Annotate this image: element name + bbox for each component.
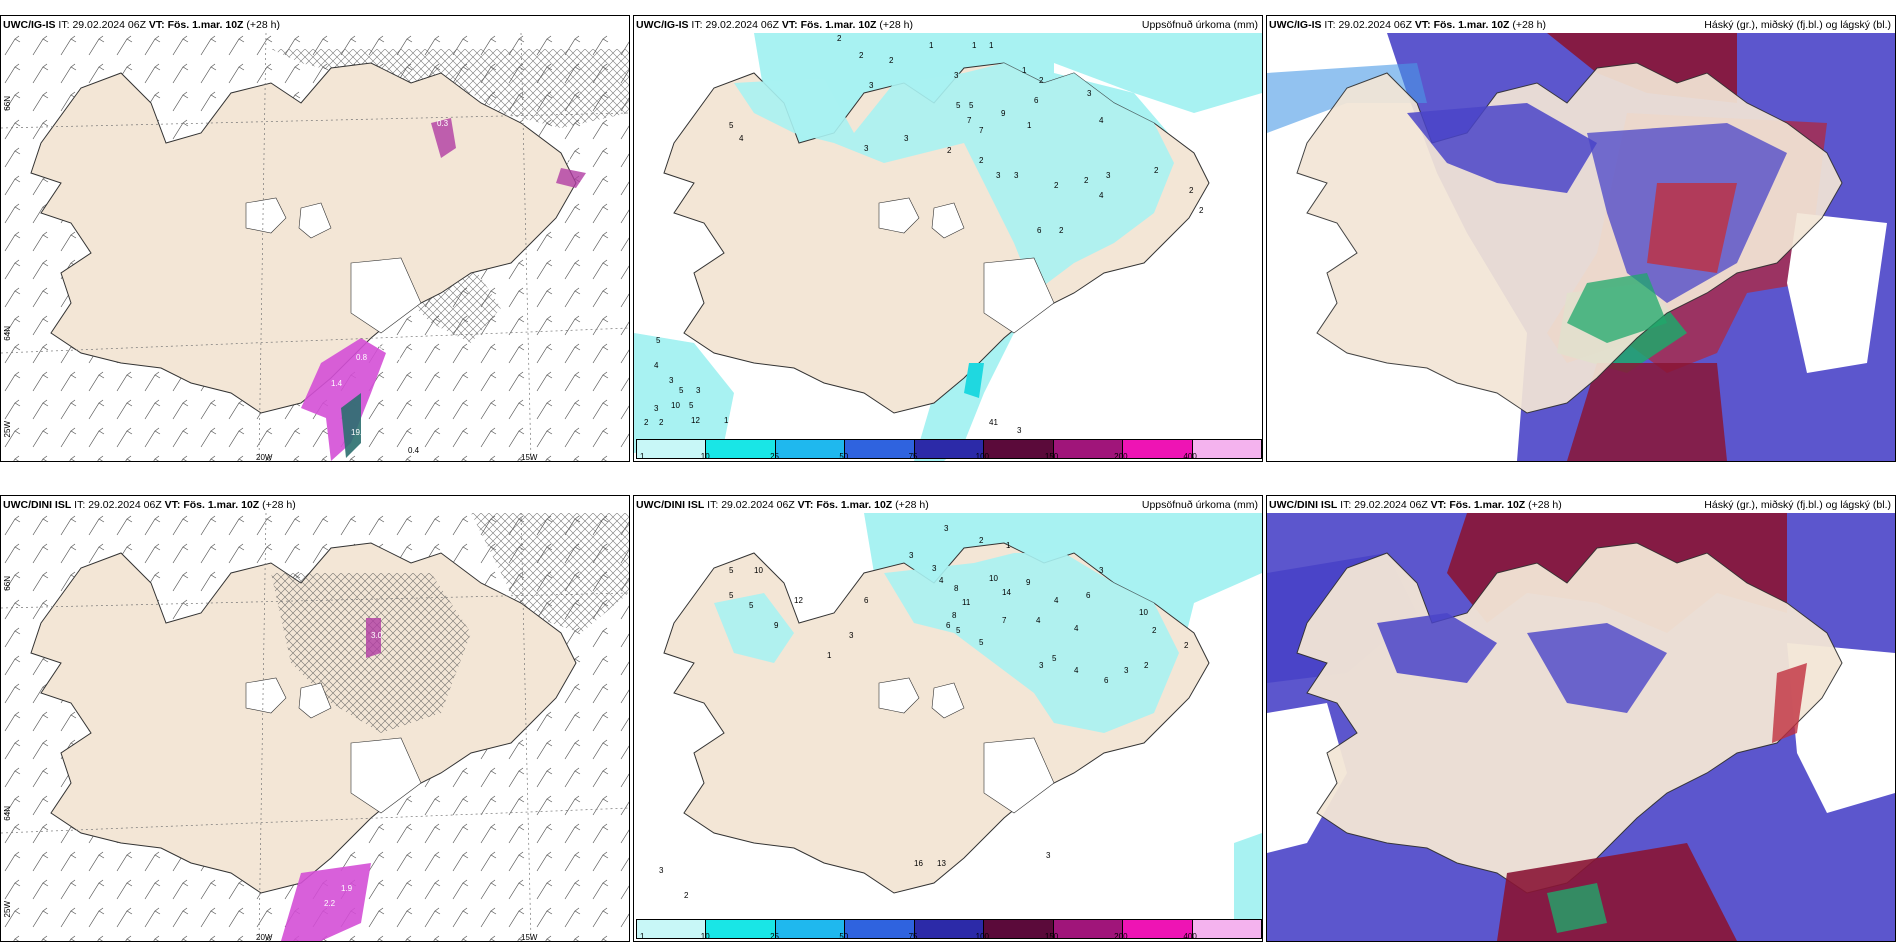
precip-map (663, 513, 1262, 933)
legend-swatch (845, 440, 915, 458)
legend-swatch (706, 920, 776, 938)
panel-header: UWC/IG-IS IT: 29.02.2024 06Z VT: Fös. 1.… (636, 19, 913, 31)
panel-wind-bottom: UWC/DINI ISL IT: 29.02.2024 06Z VT: Fös.… (0, 495, 630, 942)
legend-swatch (914, 920, 985, 938)
legend-swatch (775, 920, 846, 938)
cloud-map (1267, 33, 1895, 461)
precip-legend (636, 919, 1262, 939)
legend-swatch (637, 440, 707, 458)
wind-map (1, 33, 629, 461)
legend-ticks: 1 10 25 50 75 100 150 200 400 (640, 932, 1197, 941)
legend-swatch (1053, 440, 1124, 458)
legend-swatch (775, 440, 846, 458)
legend-swatch (845, 920, 915, 938)
legend-swatch (706, 440, 776, 458)
panel-precip-bottom: UWC/DINI ISL IT: 29.02.2024 06Z VT: Fös.… (633, 495, 1263, 942)
legend-swatch (1053, 920, 1124, 938)
panel-header: UWC/IG-IS IT: 29.02.2024 06Z VT: Fös. 1.… (3, 19, 280, 31)
precip-map (634, 33, 1262, 461)
panel-header: UWC/DINI ISL IT: 29.02.2024 06Z VT: Fös.… (3, 499, 296, 511)
panel-header: UWC/DINI ISL IT: 29.02.2024 06Z VT: Fös.… (1269, 499, 1562, 511)
legend-swatch (1192, 440, 1261, 458)
precip-legend (636, 439, 1262, 459)
panel-precip-top: UWC/IG-IS IT: 29.02.2024 06Z VT: Fös. 1.… (633, 15, 1263, 462)
legend-swatch (984, 920, 1054, 938)
legend-swatch (637, 920, 707, 938)
legend-swatch (1123, 440, 1193, 458)
legend-swatch (984, 440, 1054, 458)
panel-wind-top: UWC/IG-IS IT: 29.02.2024 06Z VT: Fös. 1.… (0, 15, 630, 462)
legend-swatch (1123, 920, 1193, 938)
panel-clouds-top: UWC/IG-IS IT: 29.02.2024 06Z VT: Fös. 1.… (1266, 15, 1896, 462)
legend-ticks: 1 10 25 50 75 100 150 200 400 (640, 452, 1197, 461)
legend-swatch (914, 440, 985, 458)
cloud-map (1267, 513, 1895, 941)
panel-header: UWC/IG-IS IT: 29.02.2024 06Z VT: Fös. 1.… (1269, 19, 1546, 31)
panel-header: UWC/DINI ISL IT: 29.02.2024 06Z VT: Fös.… (636, 499, 929, 511)
legend-swatch (1192, 920, 1261, 938)
panel-clouds-bottom: UWC/DINI ISL IT: 29.02.2024 06Z VT: Fös.… (1266, 495, 1896, 942)
wind-map (1, 513, 629, 941)
